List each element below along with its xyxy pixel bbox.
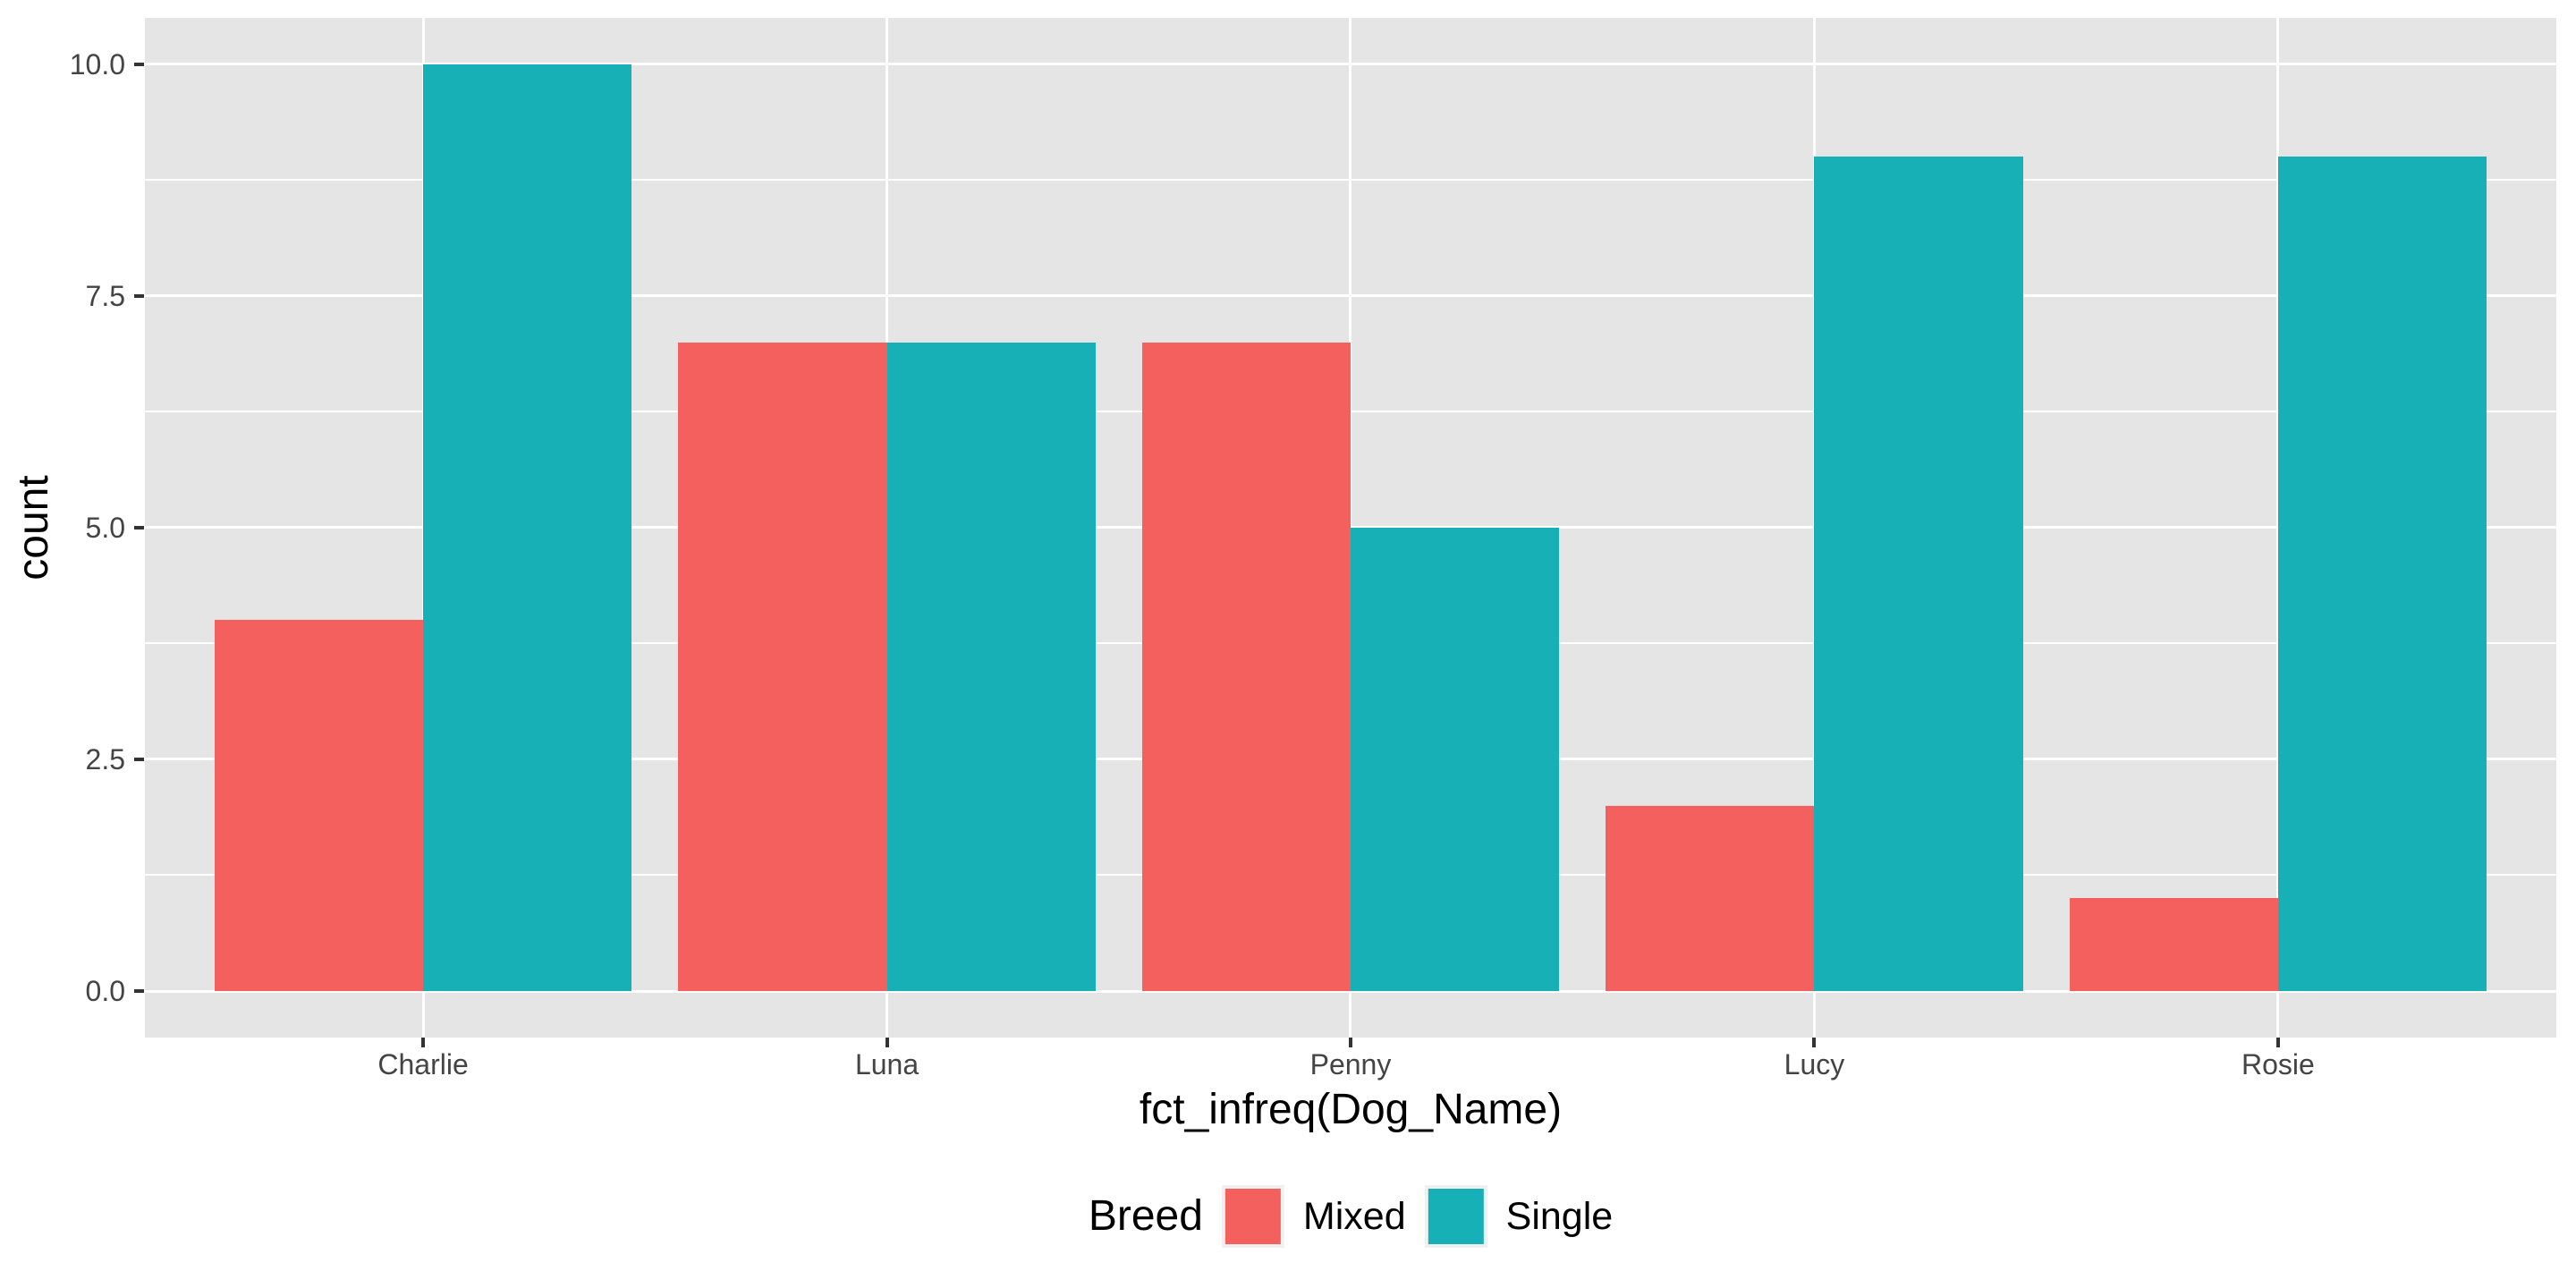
gridline-major-horizontal — [145, 294, 2556, 298]
y-tick-label: 10.0 — [69, 47, 125, 80]
x-axis-title: fct_infreq(Dog_Name) — [1139, 1086, 1563, 1133]
y-tick-mark — [134, 293, 144, 298]
x-tick-label-luna: Luna — [854, 1048, 919, 1080]
legend-label-single: Single — [1505, 1194, 1614, 1238]
x-tick-label-charlie: Charlie — [377, 1048, 469, 1080]
y-tick-mark — [134, 525, 144, 530]
legend-title: Breed — [1088, 1192, 1203, 1240]
gridline-major-horizontal — [145, 63, 2556, 66]
y-tick-mark — [134, 989, 144, 993]
bar-rosie-single — [2277, 157, 2487, 991]
bar-penny-single — [1350, 527, 1560, 991]
x-tick-mark — [421, 1038, 426, 1047]
x-tick-mark — [1812, 1038, 1817, 1047]
x-tick-label-lucy: Lucy — [1784, 1048, 1845, 1080]
y-tick-mark — [134, 62, 144, 66]
gridline-major-horizontal — [145, 989, 2556, 993]
bar-lucy-single — [1814, 157, 2023, 991]
legend: Breed Mixed Single — [1089, 1185, 1613, 1248]
legend-swatch-single — [1428, 1189, 1484, 1244]
x-tick-mark — [1348, 1038, 1352, 1047]
x-tick-label-penny: Penny — [1309, 1048, 1392, 1080]
legend-item-mixed: Mixed — [1221, 1185, 1406, 1248]
x-tick-mark — [885, 1038, 889, 1047]
gridline-minor-horizontal — [145, 411, 2556, 413]
bar-lucy-mixed — [1606, 805, 1815, 991]
bar-luna-single — [886, 342, 1096, 991]
y-tick-label: 0.0 — [85, 975, 125, 1007]
bar-charlie-single — [423, 64, 632, 991]
bar-rosie-mixed — [2069, 898, 2278, 991]
gridline-minor-horizontal — [145, 179, 2556, 182]
y-tick-mark — [134, 757, 144, 761]
x-tick-mark — [2275, 1038, 2280, 1047]
y-tick-label: 7.5 — [85, 279, 125, 312]
legend-key-mixed — [1221, 1185, 1284, 1248]
legend-item-single: Single — [1424, 1185, 1614, 1248]
legend-key-single — [1424, 1185, 1487, 1248]
y-tick-label: 2.5 — [85, 742, 125, 775]
legend-label-mixed: Mixed — [1302, 1194, 1406, 1238]
bar-luna-mixed — [678, 342, 887, 991]
x-tick-label-rosie: Rosie — [2241, 1048, 2315, 1080]
panel-background — [145, 18, 2556, 1038]
bar-charlie-mixed — [214, 620, 424, 991]
bar-penny-mixed — [1141, 342, 1351, 991]
legend-swatch-mixed — [1224, 1189, 1281, 1244]
y-tick-label: 5.0 — [85, 511, 125, 544]
